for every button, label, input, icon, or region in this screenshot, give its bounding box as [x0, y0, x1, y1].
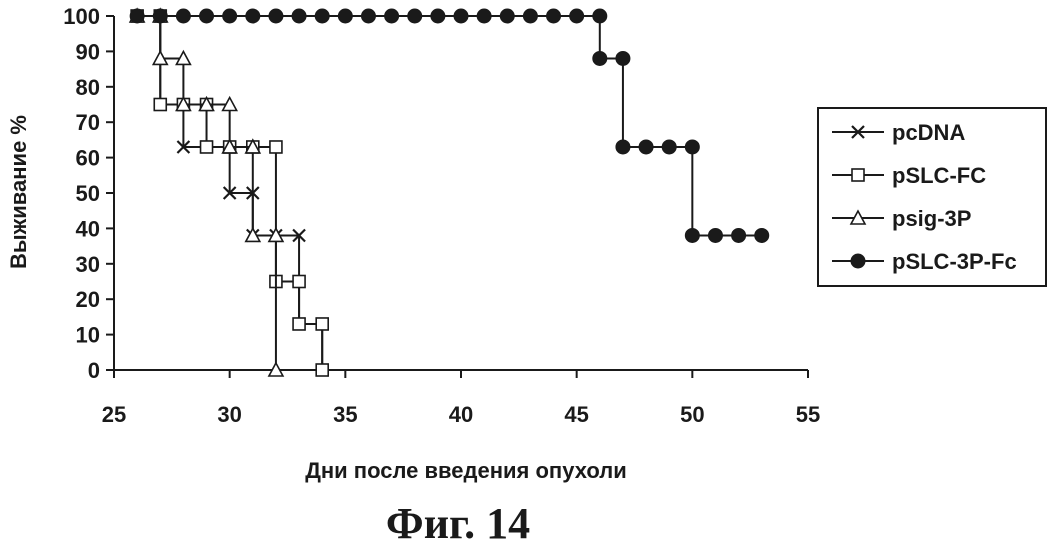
data-point	[570, 9, 584, 23]
data-point	[154, 99, 166, 111]
x-tick-label: 45	[564, 402, 588, 427]
x-axis-title: Дни после введения опухоли	[305, 458, 627, 483]
legend-label: pSLC-3P-Fc	[892, 249, 1017, 274]
data-point	[130, 9, 144, 23]
legend-label: pSLC-FC	[892, 163, 986, 188]
data-point	[523, 9, 537, 23]
data-point	[851, 254, 865, 268]
legend: pcDNA pSLC-FC psig-3P pSLC-3P-Fc	[818, 108, 1046, 286]
data-point	[852, 169, 864, 181]
y-tick-label: 20	[76, 287, 100, 312]
y-axis-title: Выживание %	[6, 115, 31, 269]
axes: 0 10 20 30 40 50 60 70 80 90 100 25 30 35 40 45 50 55	[63, 4, 820, 427]
series-line	[137, 16, 276, 370]
legend-label: pcDNA	[892, 120, 965, 145]
x-tick-label: 50	[680, 402, 704, 427]
y-tick-label: 50	[76, 181, 100, 206]
data-point	[293, 276, 305, 288]
data-point	[153, 9, 167, 23]
data-point	[431, 9, 445, 23]
data-point	[616, 140, 630, 154]
y-tick-label: 30	[76, 252, 100, 277]
data-point	[454, 9, 468, 23]
data-point	[385, 9, 399, 23]
data-point	[292, 9, 306, 23]
data-point	[176, 9, 190, 23]
figure-caption: Фиг. 14	[386, 499, 530, 546]
data-point	[408, 9, 422, 23]
data-point	[639, 140, 653, 154]
y-tick-label: 0	[88, 358, 100, 383]
x-tick-label: 55	[796, 402, 820, 427]
legend-label: psig-3P	[892, 206, 971, 231]
data-point	[708, 228, 722, 242]
data-point	[200, 9, 214, 23]
data-point	[223, 9, 237, 23]
data-point	[316, 364, 328, 376]
y-tick-label: 80	[76, 75, 100, 100]
y-tick-label: 100	[63, 4, 100, 29]
data-point	[685, 140, 699, 154]
data-point	[593, 9, 607, 23]
data-point	[270, 141, 282, 153]
data-point	[201, 141, 213, 153]
series-pSLC-3P-Fc	[130, 9, 769, 242]
data-point	[593, 51, 607, 65]
data-point	[293, 318, 305, 330]
data-point	[755, 228, 769, 242]
data-point	[269, 9, 283, 23]
data-point	[361, 9, 375, 23]
data-point	[316, 318, 328, 330]
data-point	[315, 9, 329, 23]
data-point	[477, 9, 491, 23]
data-point	[616, 51, 630, 65]
series-psig-3P	[130, 9, 283, 376]
series-line	[137, 16, 762, 235]
x-tick-label: 30	[217, 402, 241, 427]
y-tick-label: 90	[76, 39, 100, 64]
data-point	[732, 228, 746, 242]
x-tick-label: 40	[449, 402, 473, 427]
y-tick-label: 10	[76, 323, 100, 348]
data-point	[662, 140, 676, 154]
data-point	[338, 9, 352, 23]
data-point	[500, 9, 514, 23]
x-tick-label: 25	[102, 402, 126, 427]
y-tick-label: 60	[76, 146, 100, 171]
x-tick-label: 35	[333, 402, 357, 427]
data-point	[246, 9, 260, 23]
y-tick-label: 70	[76, 110, 100, 135]
series-layer	[130, 9, 769, 376]
y-tick-label: 40	[76, 216, 100, 241]
data-point	[685, 228, 699, 242]
data-point	[547, 9, 561, 23]
